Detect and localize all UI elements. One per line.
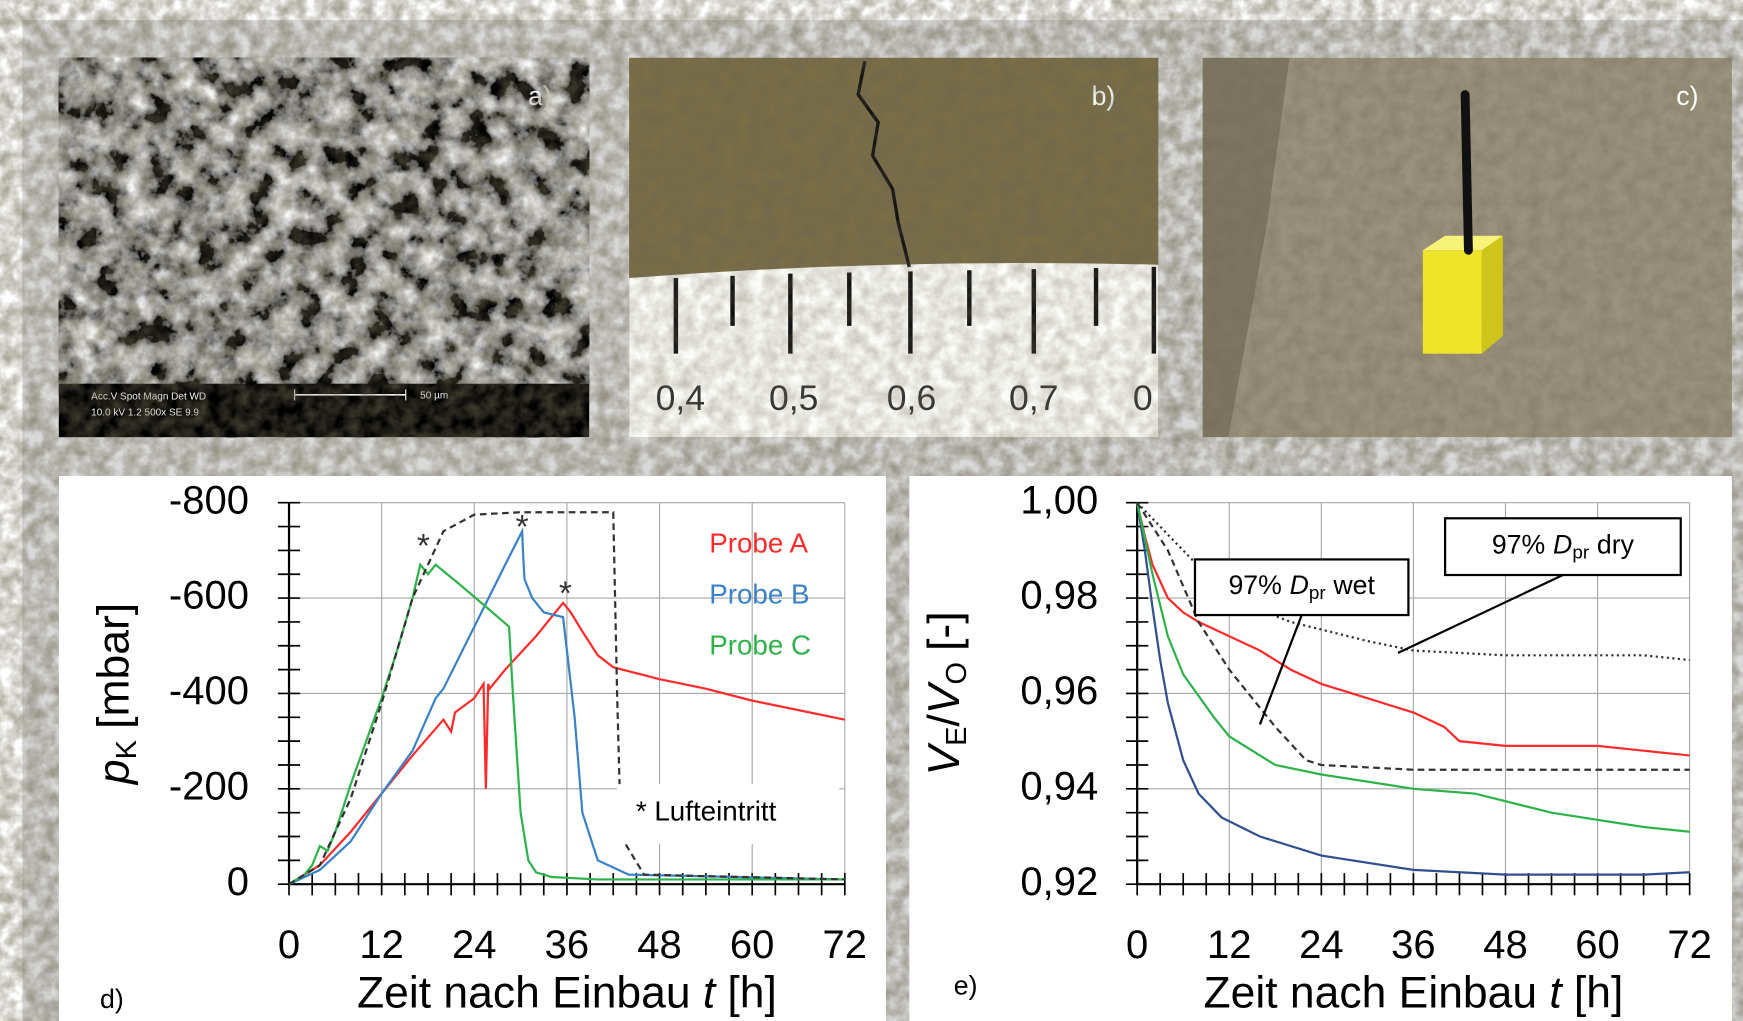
y-tick-label: -800 bbox=[169, 478, 249, 522]
annotation: * bbox=[559, 576, 572, 613]
panel-label: e) bbox=[954, 971, 978, 1001]
annotation-part: dry bbox=[1597, 530, 1635, 560]
x-tick-label: 72 bbox=[823, 923, 868, 967]
page: Acc.V Spot Magn Det WD 10.0 kV 1.2 500x … bbox=[0, 0, 1743, 1021]
panel-label: c) bbox=[1676, 81, 1698, 111]
x-axis-title-part: t bbox=[1549, 968, 1563, 1017]
x-tick-label: 24 bbox=[452, 923, 497, 967]
y-axis-title: pK [mbar] bbox=[89, 603, 142, 786]
annotation-part: wet bbox=[1332, 570, 1375, 600]
x-tick-label: 36 bbox=[1391, 923, 1436, 967]
annotation: * bbox=[417, 528, 430, 565]
ruler-label: 0,7 bbox=[1009, 378, 1058, 418]
x-axis-title-part: [h] bbox=[727, 968, 776, 1017]
y-axis-title-part: [-] bbox=[920, 611, 969, 651]
annotation-part: pr bbox=[1309, 583, 1326, 604]
ruler-label: 0 bbox=[1133, 378, 1153, 418]
y-axis-title-part: / bbox=[920, 714, 969, 727]
legend-entry: Probe A bbox=[709, 527, 808, 558]
x-tick-label: 48 bbox=[637, 923, 682, 967]
annotation-part: D bbox=[1553, 530, 1572, 560]
y-axis-title-part: V bbox=[920, 680, 969, 714]
panel-label: b) bbox=[1092, 81, 1116, 111]
y-tick-label: 0,96 bbox=[1020, 669, 1098, 713]
x-axis-title-part: [h] bbox=[1574, 968, 1623, 1017]
panel-label: a) bbox=[528, 81, 552, 111]
annotation-part: 97% bbox=[1492, 530, 1545, 560]
annotation-part: pr bbox=[1572, 542, 1589, 563]
ruler-label: 0,6 bbox=[887, 378, 936, 418]
annotation: * bbox=[516, 509, 529, 546]
x-tick-label: 36 bbox=[545, 923, 590, 967]
y-tick-label: 0,98 bbox=[1020, 574, 1098, 618]
x-axis-title-part: t bbox=[703, 968, 717, 1017]
y-axis-title-part: K bbox=[110, 740, 142, 759]
x-tick-label: 24 bbox=[1299, 923, 1344, 967]
x-tick-label: 0 bbox=[278, 923, 300, 967]
x-axis-title-part: Zeit nach Einbau bbox=[1203, 968, 1537, 1017]
x-tick-label: 0 bbox=[1126, 923, 1148, 967]
y-tick-label: -200 bbox=[169, 764, 249, 808]
x-tick-label: 12 bbox=[359, 923, 404, 967]
y-axis-title-part: O bbox=[941, 662, 973, 684]
photo-a: Acc.V Spot Magn Det WD 10.0 kV 1.2 500x … bbox=[59, 58, 589, 437]
y-tick-label: 1,00 bbox=[1020, 478, 1098, 522]
photo-c: c) bbox=[1203, 58, 1732, 437]
note: * Lufteintritt bbox=[636, 795, 777, 826]
y-tick-label: -400 bbox=[169, 669, 249, 713]
legend-entry: Probe C bbox=[709, 630, 811, 661]
y-axis-title-part: E bbox=[941, 727, 973, 746]
photo-b: 0,4 0,5 0,6 0,7 0 b) bbox=[629, 58, 1158, 437]
sem-info: 10.0 kV 1.2 500x SE 9.9 bbox=[91, 407, 199, 418]
y-tick-label: 0,94 bbox=[1020, 764, 1098, 808]
y-axis-title-part: p bbox=[89, 759, 138, 786]
y-tick-label: -600 bbox=[169, 574, 249, 618]
ruler-label: 0,5 bbox=[769, 378, 818, 418]
y-tick-label: 0 bbox=[227, 860, 249, 904]
annotation-part: 97% bbox=[1228, 570, 1281, 600]
y-axis-title: VE/VO[-] bbox=[920, 611, 973, 775]
x-tick-label: 12 bbox=[1207, 923, 1252, 967]
y-tick-label: 0,92 bbox=[1020, 860, 1098, 904]
legend-entry: Probe B bbox=[709, 578, 809, 609]
figure: Acc.V Spot Magn Det WD 10.0 kV 1.2 500x … bbox=[0, 0, 1743, 1021]
x-tick-label: 60 bbox=[730, 923, 775, 967]
x-axis-title-part: Zeit nach Einbau bbox=[357, 968, 691, 1017]
sem-info: Acc.V Spot Magn Det WD bbox=[91, 392, 206, 403]
panel-label: d) bbox=[100, 984, 124, 1014]
y-axis-title-part: V bbox=[920, 742, 969, 776]
ruler-label: 0,4 bbox=[656, 378, 705, 418]
y-axis-title-part: [mbar] bbox=[89, 603, 138, 729]
annotation-part: D bbox=[1290, 570, 1309, 600]
x-tick-label: 60 bbox=[1575, 923, 1620, 967]
x-tick-label: 72 bbox=[1667, 923, 1712, 967]
scale-bar-label: 50 µm bbox=[420, 391, 448, 402]
x-tick-label: 48 bbox=[1483, 923, 1528, 967]
